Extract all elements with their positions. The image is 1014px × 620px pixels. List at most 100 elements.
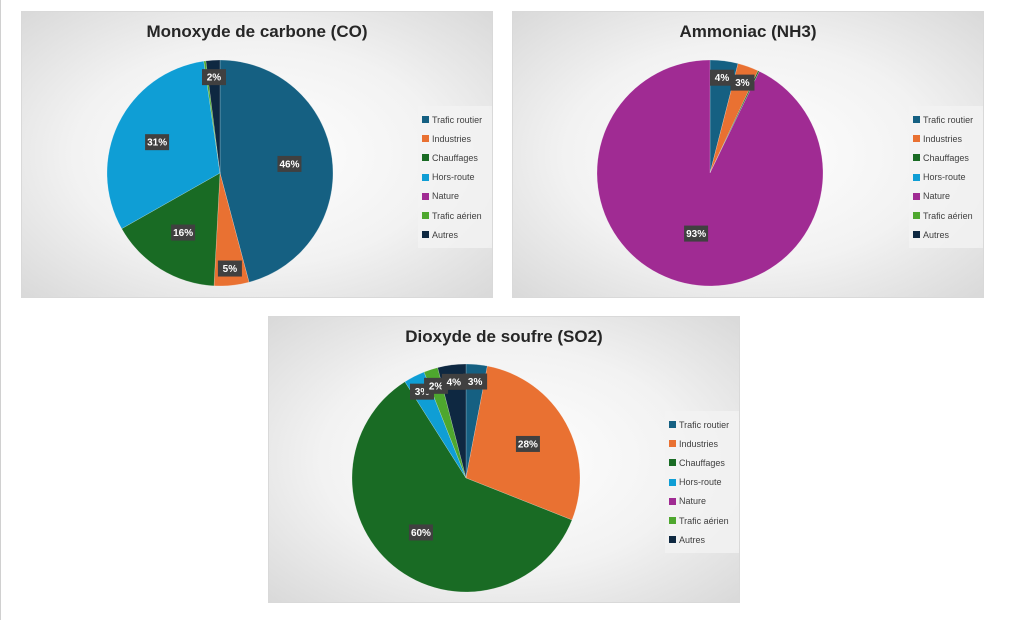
data-label-box [145,134,170,151]
legend-item: Trafic routier [913,110,983,129]
data-label: 2% [201,69,226,86]
legend: Trafic routier Industries Chauffages Hors-r… [418,106,492,249]
data-label-text: 3% [468,377,483,388]
legend-swatch [422,231,429,239]
chart-title: Ammoniac (NH3) [679,22,817,41]
legend-label: Trafic routier [679,419,730,430]
data-label: 60% [408,524,433,541]
data-label: 16% [171,224,196,241]
legend-label: Trafic routier [923,114,974,125]
legend-swatch [913,154,920,162]
legend-item: Trafic routier [422,110,492,129]
legend-swatch [669,536,676,544]
chart-title: Monoxyde de carbone (CO) [146,22,368,41]
data-label: 3% [463,373,488,390]
pie-slice-autres [205,59,221,174]
legend-item: Hors-route [913,168,983,187]
data-label-box [730,74,755,91]
data-label: 93% [684,225,709,242]
data-label-box [171,224,196,241]
data-label: 5% [217,260,242,277]
data-label-text: 3% [415,387,430,398]
data-label-box [515,435,540,452]
legend-label: Industries [923,133,963,144]
legend-label: Trafic aérien [679,515,729,526]
window-edge [0,0,1,620]
legend-item: Hors-route [669,473,739,492]
data-label: 46% [277,155,302,172]
legend-swatch [422,212,429,220]
legend-item: Autres [422,225,492,244]
legend-label: Nature [923,191,951,202]
pie-slice-trafic-routier [465,363,488,479]
legend-item: Trafic routier [669,415,739,434]
legend-item: Chauffages [913,148,983,167]
legend-label: Nature [679,496,707,507]
legend-item: Trafic aérien [422,206,492,225]
co-pie-chart: Monoxyde de carbone (CO) 46% 5% 16% 31% 2% T… [21,11,493,298]
chart-title: Dioxyde de soufre (SO2) [405,327,603,346]
legend-label: Industries [432,133,472,144]
legend-label: Autres [432,229,459,240]
legend: Trafic routier Industries Chauffages Hors-r… [665,411,739,554]
legend-swatch [669,459,676,467]
data-label-text: 60% [411,528,431,539]
data-label-text: 5% [223,264,238,275]
legend-label: Autres [923,229,950,240]
pie-slice-industries [709,63,759,174]
legend-item: Trafic aérien [669,511,739,530]
legend-swatch [669,517,676,525]
legend-swatch [913,231,920,239]
legend-label: Chauffages [432,152,478,163]
legend-label: Nature [432,191,460,202]
legend-swatch [913,173,920,181]
legend-item: Chauffages [422,148,492,167]
legend: Trafic routier Industries Chauffages Hors-r… [909,106,983,249]
legend-swatch [669,421,676,429]
data-label-text: 4% [447,377,462,388]
data-label-text: 2% [207,73,222,84]
pie-slice-chauffages [351,381,573,593]
data-label-box [217,260,242,277]
data-label-text: 2% [429,381,444,392]
legend-label: Hors-route [679,477,722,488]
data-label-box [408,524,433,541]
legend-swatch [669,440,676,448]
legend-item: Nature [422,187,492,206]
data-label-text: 31% [147,138,167,149]
data-label: 28% [515,435,540,452]
legend-item: Industries [422,129,492,148]
data-label: 3% [730,74,755,91]
legend-item: Nature [669,492,739,511]
pie-plot: 46% 5% 16% 31% 2% [106,59,334,287]
legend-label: Hors-route [923,172,966,183]
pie-slice-industries [213,172,250,287]
legend-label: Autres [679,534,706,545]
data-label-box [710,69,735,86]
legend-swatch [913,192,920,200]
data-label-box [463,373,488,390]
data-label-text: 93% [686,229,706,240]
legend-swatch [913,135,920,143]
legend-label: Trafic aérien [432,210,482,221]
legend-swatch [422,154,429,162]
legend-swatch [669,497,676,505]
data-label-box [441,373,466,390]
legend-swatch [422,116,429,124]
data-label: 31% [145,134,170,151]
legend-swatch [422,135,429,143]
legend-label: Trafic routier [432,114,483,125]
legend-swatch [669,478,676,486]
data-label: 4% [441,373,466,390]
pie-slice-trafic-aérien [423,367,467,479]
legend-label: Chauffages [679,457,725,468]
nh3-pie-chart: Ammoniac (NH3) 4% 3% 93% Trafic routier Ind… [512,11,984,298]
legend-swatch [422,192,429,200]
pie-slice-trafic-routier [219,59,334,283]
data-label-box [684,225,709,242]
legend-label: Chauffages [923,152,969,163]
legend-label: Industries [679,438,719,449]
pie-slice-nature [596,59,824,287]
data-label-text: 16% [173,228,193,239]
data-label-text: 4% [715,73,730,84]
